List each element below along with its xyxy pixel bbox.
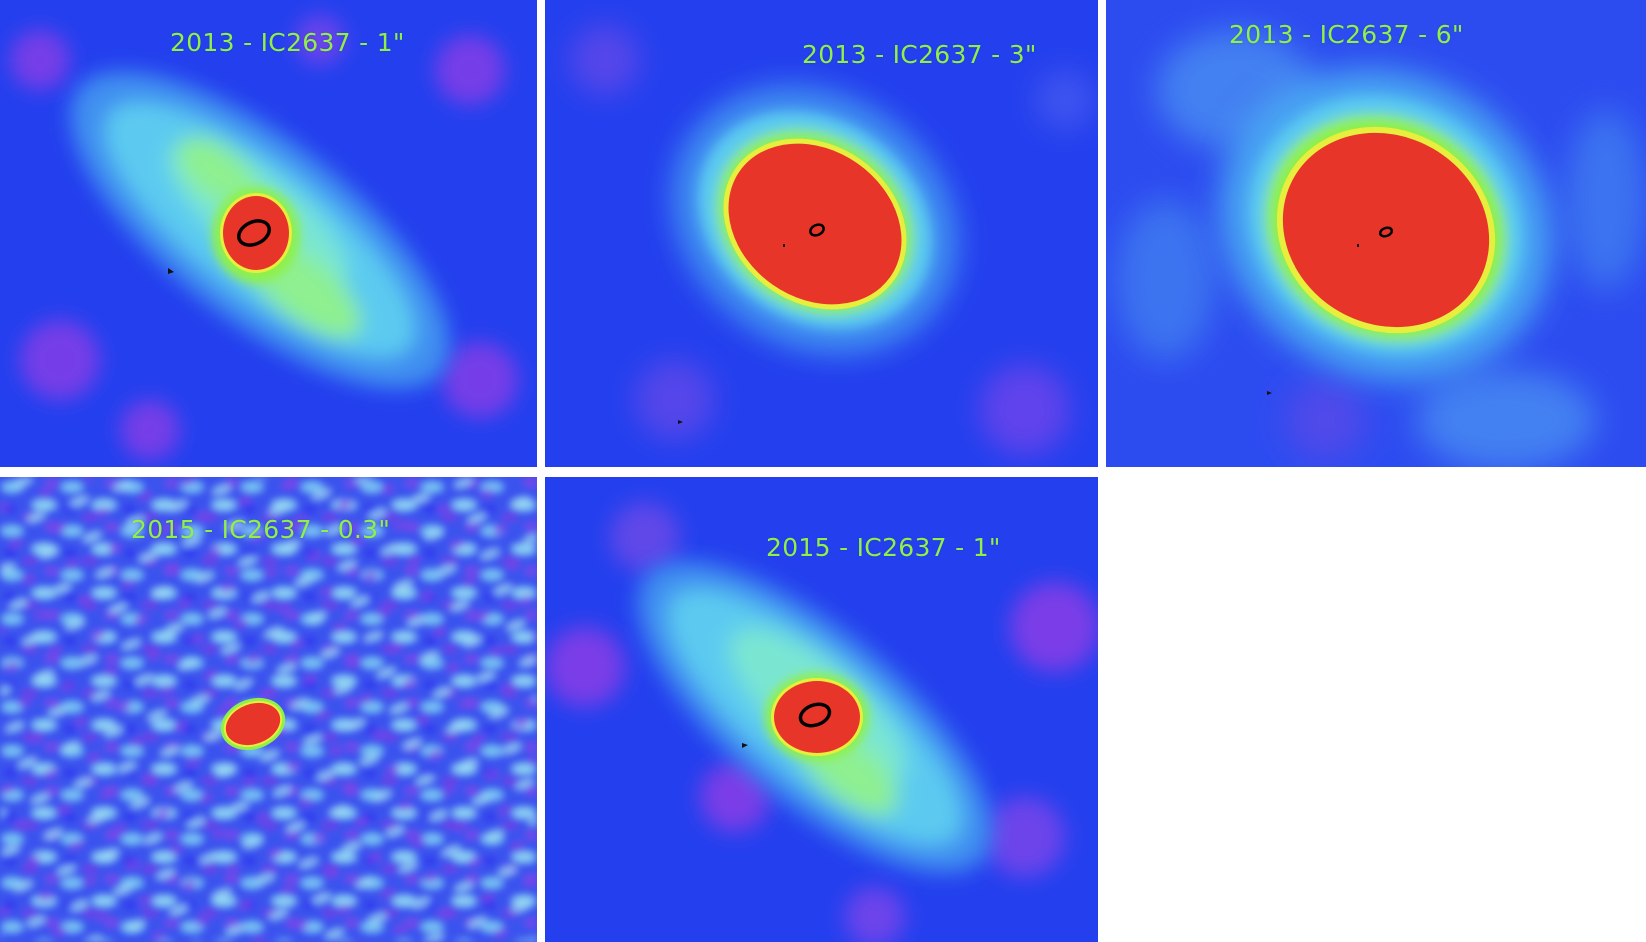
emission-map bbox=[545, 0, 1098, 467]
emission-map bbox=[0, 477, 537, 942]
panel-label: 2013 - IC2637 - 6" bbox=[1229, 20, 1464, 49]
image-panel-2015-1arcsec: 2015 - IC2637 - 1" bbox=[545, 477, 1098, 942]
contour bbox=[798, 702, 832, 728]
panel-label: 2015 - IC2637 - 1" bbox=[766, 533, 1001, 562]
contour bbox=[1378, 226, 1394, 238]
image-panel-2013-3arcsec: 2013 - IC2637 - 3" bbox=[545, 0, 1098, 467]
emission-map bbox=[1106, 0, 1646, 467]
contour bbox=[237, 219, 271, 247]
image-panel-2015-0.3arcsec: 2015 - IC2637 - 0.3" bbox=[0, 477, 537, 942]
emission-map bbox=[0, 0, 537, 467]
contour bbox=[809, 223, 825, 237]
emission-map bbox=[545, 477, 1098, 942]
image-panel-2013-6arcsec: 2013 - IC2637 - 6" bbox=[1106, 0, 1646, 467]
panel-label: 2013 - IC2637 - 3" bbox=[802, 40, 1037, 69]
panel-label: 2013 - IC2637 - 1" bbox=[170, 28, 405, 57]
image-panel-2013-1arcsec: 2013 - IC2637 - 1" bbox=[0, 0, 537, 467]
panel-label: 2015 - IC2637 - 0.3" bbox=[131, 515, 391, 544]
